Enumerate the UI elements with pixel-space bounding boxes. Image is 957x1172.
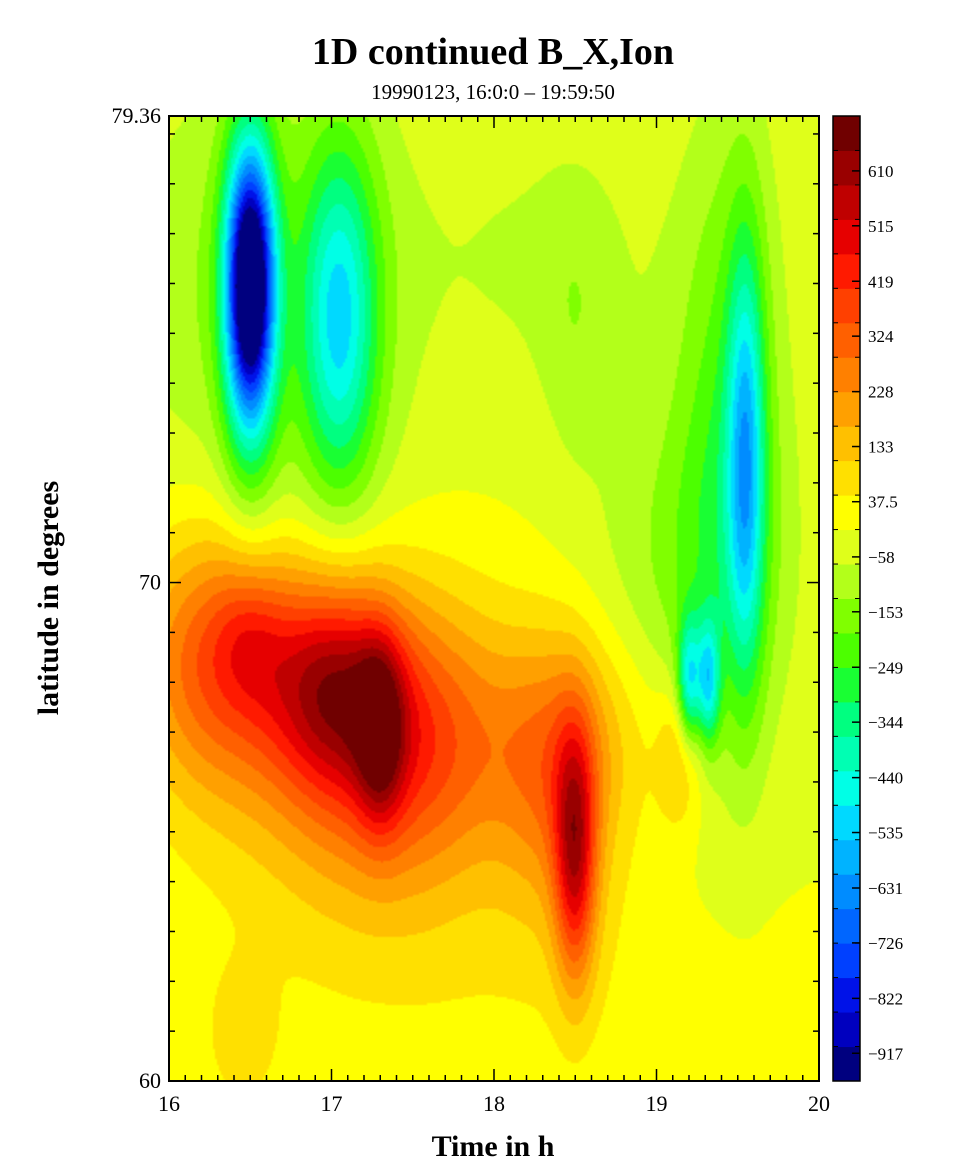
colorbar-swatch [833,426,860,462]
colorbar-swatch [833,116,860,151]
y-tick-label: 70 [139,570,161,595]
x-tick-label: 16 [158,1091,180,1116]
colorbar-tick-label: −153 [868,603,903,622]
colorbar-swatch [833,150,860,186]
colorbar-tick-label: 419 [868,272,894,291]
colorbar-tick-label: −58 [868,548,895,567]
colorbar-swatch [833,1012,860,1048]
colorbar-tick-label: 133 [868,438,894,457]
colorbar-tick-label: 228 [868,383,894,402]
colorbar-swatch [833,977,860,1013]
heatmap-image [169,116,819,1081]
colorbar-tick-label: −631 [868,879,903,898]
colorbar-tick-label: −249 [868,658,903,677]
colorbar-tick-label: −344 [868,713,904,732]
y-axis-ticks: 79.36 70 60 [112,103,819,1093]
colorbar-tick-label: 515 [868,217,894,236]
colorbar-swatch [833,184,860,220]
x-tick-label: 19 [646,1091,668,1116]
colorbar-tick-label: 37.5 [868,493,898,512]
chart-title: 1D continued B_X,Ion [312,31,674,73]
colorbar-swatch [833,219,860,255]
colorbar-tick-label: −726 [868,934,903,953]
colorbar-swatch [833,770,860,806]
colorbar-swatch [833,632,860,668]
colorbar [832,115,861,1082]
colorbar-tick-label: −440 [868,769,903,788]
colorbar-swatch [833,564,860,599]
colorbar-swatch [833,667,860,703]
y-tick-label: 79.36 [112,103,162,128]
chart-subtitle: 19990123, 16:0:0 – 19:59:50 [371,80,615,104]
colorbar-swatch [833,322,860,358]
y-axis-label: latitude in degrees [32,481,65,715]
colorbar-swatch [833,874,860,910]
colorbar-swatch [833,529,860,565]
colorbar-tick-label: −917 [868,1044,904,1063]
colorbar-swatch [833,357,860,393]
colorbar-swatch [833,839,860,875]
colorbar-swatch [833,805,860,841]
x-axis-label: Time in h [432,1130,555,1163]
y-tick-label: 60 [139,1068,161,1093]
x-tick-label: 17 [321,1091,343,1116]
colorbar-tick-label: −822 [868,989,903,1008]
colorbar-swatch [833,460,860,496]
colorbar-tick-label: 610 [868,162,894,181]
x-tick-label: 20 [808,1091,830,1116]
colorbar-swatch [833,288,860,324]
colorbar-tick-label: 324 [868,327,894,346]
colorbar-swatch [833,908,860,944]
colorbar-swatch [833,495,860,531]
colorbar-ticks: 610 515 419 324 228 133 37.5 −58 −153 −249 −344 −44… [833,115,904,1082]
colorbar-swatch [833,736,860,772]
colorbar-swatch [833,943,860,979]
x-tick-label: 18 [483,1091,505,1116]
x-axis-ticks: 16 17 18 19 20 [158,116,830,1116]
colorbar-swatch [833,1046,860,1082]
colorbar-swatch [833,598,860,634]
heatmap-plot [168,115,820,1082]
colorbar-swatch [833,701,860,737]
colorbar-tick-label: −535 [868,824,903,843]
colorbar-swatch [833,253,860,289]
colorbar-swatch [833,391,860,427]
